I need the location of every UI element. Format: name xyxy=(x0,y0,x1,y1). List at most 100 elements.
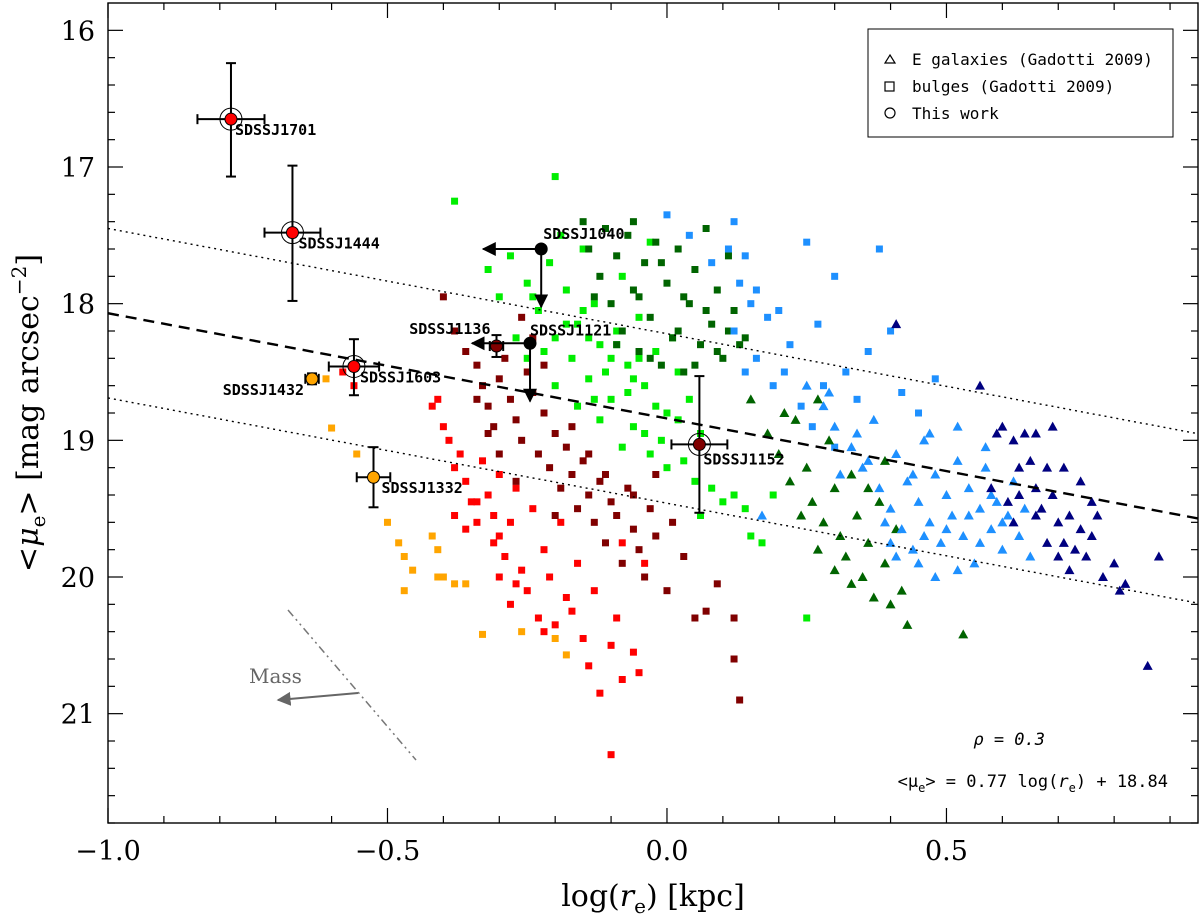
e-galaxy-point xyxy=(874,483,885,493)
bulge-point xyxy=(596,416,604,424)
legend-entry-bulges: bulges (Gadotti 2009) xyxy=(884,77,1114,96)
bulge-point xyxy=(534,307,542,314)
bulge-point xyxy=(585,375,593,383)
x-tick-label: 0.0 xyxy=(645,836,688,867)
e-galaxy-point xyxy=(1120,578,1131,588)
bulge-point xyxy=(439,423,447,431)
bulge-point xyxy=(786,341,794,349)
e-galaxy-point xyxy=(975,503,985,513)
e-galaxy-point xyxy=(1097,572,1108,581)
bulge-point xyxy=(613,614,621,622)
bulge-point xyxy=(479,457,487,465)
bulge-point xyxy=(752,286,760,294)
bulge-point xyxy=(596,689,604,697)
highlight-ring xyxy=(342,355,366,379)
bulge-point xyxy=(551,621,559,629)
bulge-point xyxy=(518,436,526,444)
e-galaxy-point xyxy=(997,421,1008,431)
x-tick-label: −1.0 xyxy=(75,836,141,867)
legend-box xyxy=(867,28,1174,138)
e-galaxy-point xyxy=(1025,551,1036,561)
e-galaxy-point xyxy=(991,496,1002,506)
e-galaxy-point xyxy=(1019,503,1030,513)
e-galaxy-point xyxy=(1047,490,1058,499)
bulge-point xyxy=(529,505,537,513)
e-galaxy-point xyxy=(818,401,829,411)
bulge-point xyxy=(557,231,565,239)
bulge-point xyxy=(680,457,688,465)
bulge-point xyxy=(680,368,688,376)
bulge-point xyxy=(574,402,582,410)
e-galaxy-point xyxy=(980,442,991,452)
bulge-point xyxy=(646,450,654,458)
this-work-marker xyxy=(523,336,537,350)
bulge-point xyxy=(652,532,660,540)
bulge-point xyxy=(562,443,570,451)
e-galaxy-point xyxy=(824,387,835,397)
bulge-point xyxy=(702,225,710,232)
bulge-point xyxy=(680,293,688,301)
e-galaxy-point xyxy=(1042,462,1053,472)
bulge-point xyxy=(523,368,531,376)
e-galaxy-point xyxy=(1042,537,1053,547)
e-galaxy-point xyxy=(1153,551,1164,561)
bulge-point xyxy=(613,341,621,349)
e-galaxy-point xyxy=(801,462,812,472)
bulge-point xyxy=(484,491,492,499)
bulge-point xyxy=(898,389,906,396)
bulge-point xyxy=(506,252,514,260)
e-galaxy-point xyxy=(863,455,874,465)
bulge-point xyxy=(596,341,604,349)
this-work-point: SDSSJ1121 xyxy=(470,321,611,403)
e-galaxy-point xyxy=(1008,435,1019,445)
bulge-point xyxy=(568,423,576,431)
bulge-point xyxy=(585,491,593,499)
bulge-point xyxy=(674,368,682,376)
bulge-point xyxy=(546,573,554,581)
bulge-point xyxy=(462,348,470,355)
highlight-ring xyxy=(219,107,243,131)
bulge-point xyxy=(629,286,637,294)
bulge-point xyxy=(691,266,699,273)
bulge-point xyxy=(663,211,671,219)
bulge-point xyxy=(451,327,459,335)
bulge-point xyxy=(730,327,738,335)
highlight-ring xyxy=(280,221,304,245)
bulge-point xyxy=(635,293,643,301)
bulge-point xyxy=(434,395,442,403)
bulge-point xyxy=(769,491,777,499)
e-galaxy-point xyxy=(891,449,902,458)
e-galaxy-point xyxy=(963,510,974,520)
e-galaxy-point xyxy=(1025,455,1036,465)
bulge-point xyxy=(546,259,554,267)
e-galaxy-point xyxy=(1086,496,1097,506)
e-galaxy-point xyxy=(991,428,1002,438)
bulge-point xyxy=(741,368,749,376)
bulge-point xyxy=(434,573,442,581)
mass-arrow-icon xyxy=(276,691,359,706)
bulge-point xyxy=(495,471,503,478)
bulge-point xyxy=(467,498,475,506)
bulge-point xyxy=(736,279,744,287)
bulge-point xyxy=(652,471,660,478)
e-galaxy-point xyxy=(1002,510,1013,520)
bulge-point xyxy=(713,348,721,355)
e-galaxy-point xyxy=(891,319,902,329)
bulge-point xyxy=(758,539,766,547)
e-galaxy-point xyxy=(1014,490,1025,499)
e-galaxy-point xyxy=(1109,558,1120,568)
bulge-point xyxy=(875,245,883,253)
bulge-point xyxy=(724,252,732,260)
bulge-point xyxy=(518,313,526,321)
bulge-point xyxy=(579,635,587,642)
e-galaxy-point xyxy=(1030,428,1041,438)
bulge-point xyxy=(479,382,487,390)
bulge-point xyxy=(479,630,487,638)
bulge-point xyxy=(601,471,609,478)
bulge-point xyxy=(557,518,565,526)
e-galaxy-point xyxy=(840,551,851,561)
this-work-point: SDSSJ1332 xyxy=(355,446,463,509)
bulge-point xyxy=(523,279,531,287)
e-galaxy-point xyxy=(969,558,980,568)
bulge-point xyxy=(518,566,526,574)
